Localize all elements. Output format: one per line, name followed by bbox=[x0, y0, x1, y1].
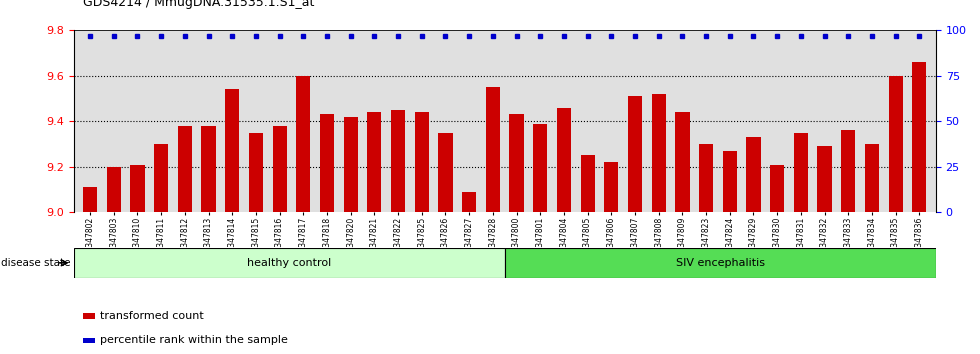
Bar bbox=[605, 162, 618, 212]
Bar bbox=[841, 130, 856, 212]
Bar bbox=[462, 192, 476, 212]
Bar bbox=[770, 165, 784, 212]
Bar bbox=[889, 76, 903, 212]
Bar bbox=[368, 112, 381, 212]
Bar bbox=[344, 117, 358, 212]
Bar bbox=[130, 165, 145, 212]
Bar bbox=[83, 187, 97, 212]
FancyBboxPatch shape bbox=[505, 248, 936, 278]
Bar bbox=[510, 114, 523, 212]
Bar bbox=[202, 126, 216, 212]
Bar bbox=[272, 126, 287, 212]
Bar bbox=[817, 146, 832, 212]
Bar bbox=[747, 137, 760, 212]
Bar bbox=[864, 144, 879, 212]
Text: transformed count: transformed count bbox=[100, 311, 204, 321]
Bar bbox=[154, 144, 169, 212]
Text: GDS4214 / MmugDNA.31535.1.S1_at: GDS4214 / MmugDNA.31535.1.S1_at bbox=[83, 0, 315, 9]
Bar bbox=[391, 110, 405, 212]
Text: healthy control: healthy control bbox=[247, 258, 331, 268]
Bar bbox=[912, 62, 926, 212]
Text: disease state: disease state bbox=[1, 258, 71, 268]
FancyBboxPatch shape bbox=[74, 248, 505, 278]
Bar bbox=[722, 151, 737, 212]
Bar bbox=[675, 112, 690, 212]
Bar bbox=[249, 133, 263, 212]
Bar bbox=[794, 133, 808, 212]
Bar bbox=[628, 96, 642, 212]
Bar bbox=[177, 126, 192, 212]
Bar bbox=[699, 144, 713, 212]
Bar bbox=[296, 76, 311, 212]
Bar bbox=[225, 89, 239, 212]
Bar bbox=[533, 124, 548, 212]
Text: percentile rank within the sample: percentile rank within the sample bbox=[100, 336, 288, 346]
Text: SIV encephalitis: SIV encephalitis bbox=[676, 258, 764, 268]
Bar bbox=[580, 155, 595, 212]
Bar bbox=[319, 114, 334, 212]
Bar bbox=[438, 133, 453, 212]
Bar bbox=[415, 112, 429, 212]
Bar bbox=[652, 94, 665, 212]
Bar bbox=[107, 167, 121, 212]
Bar bbox=[486, 87, 500, 212]
Bar bbox=[557, 108, 571, 212]
